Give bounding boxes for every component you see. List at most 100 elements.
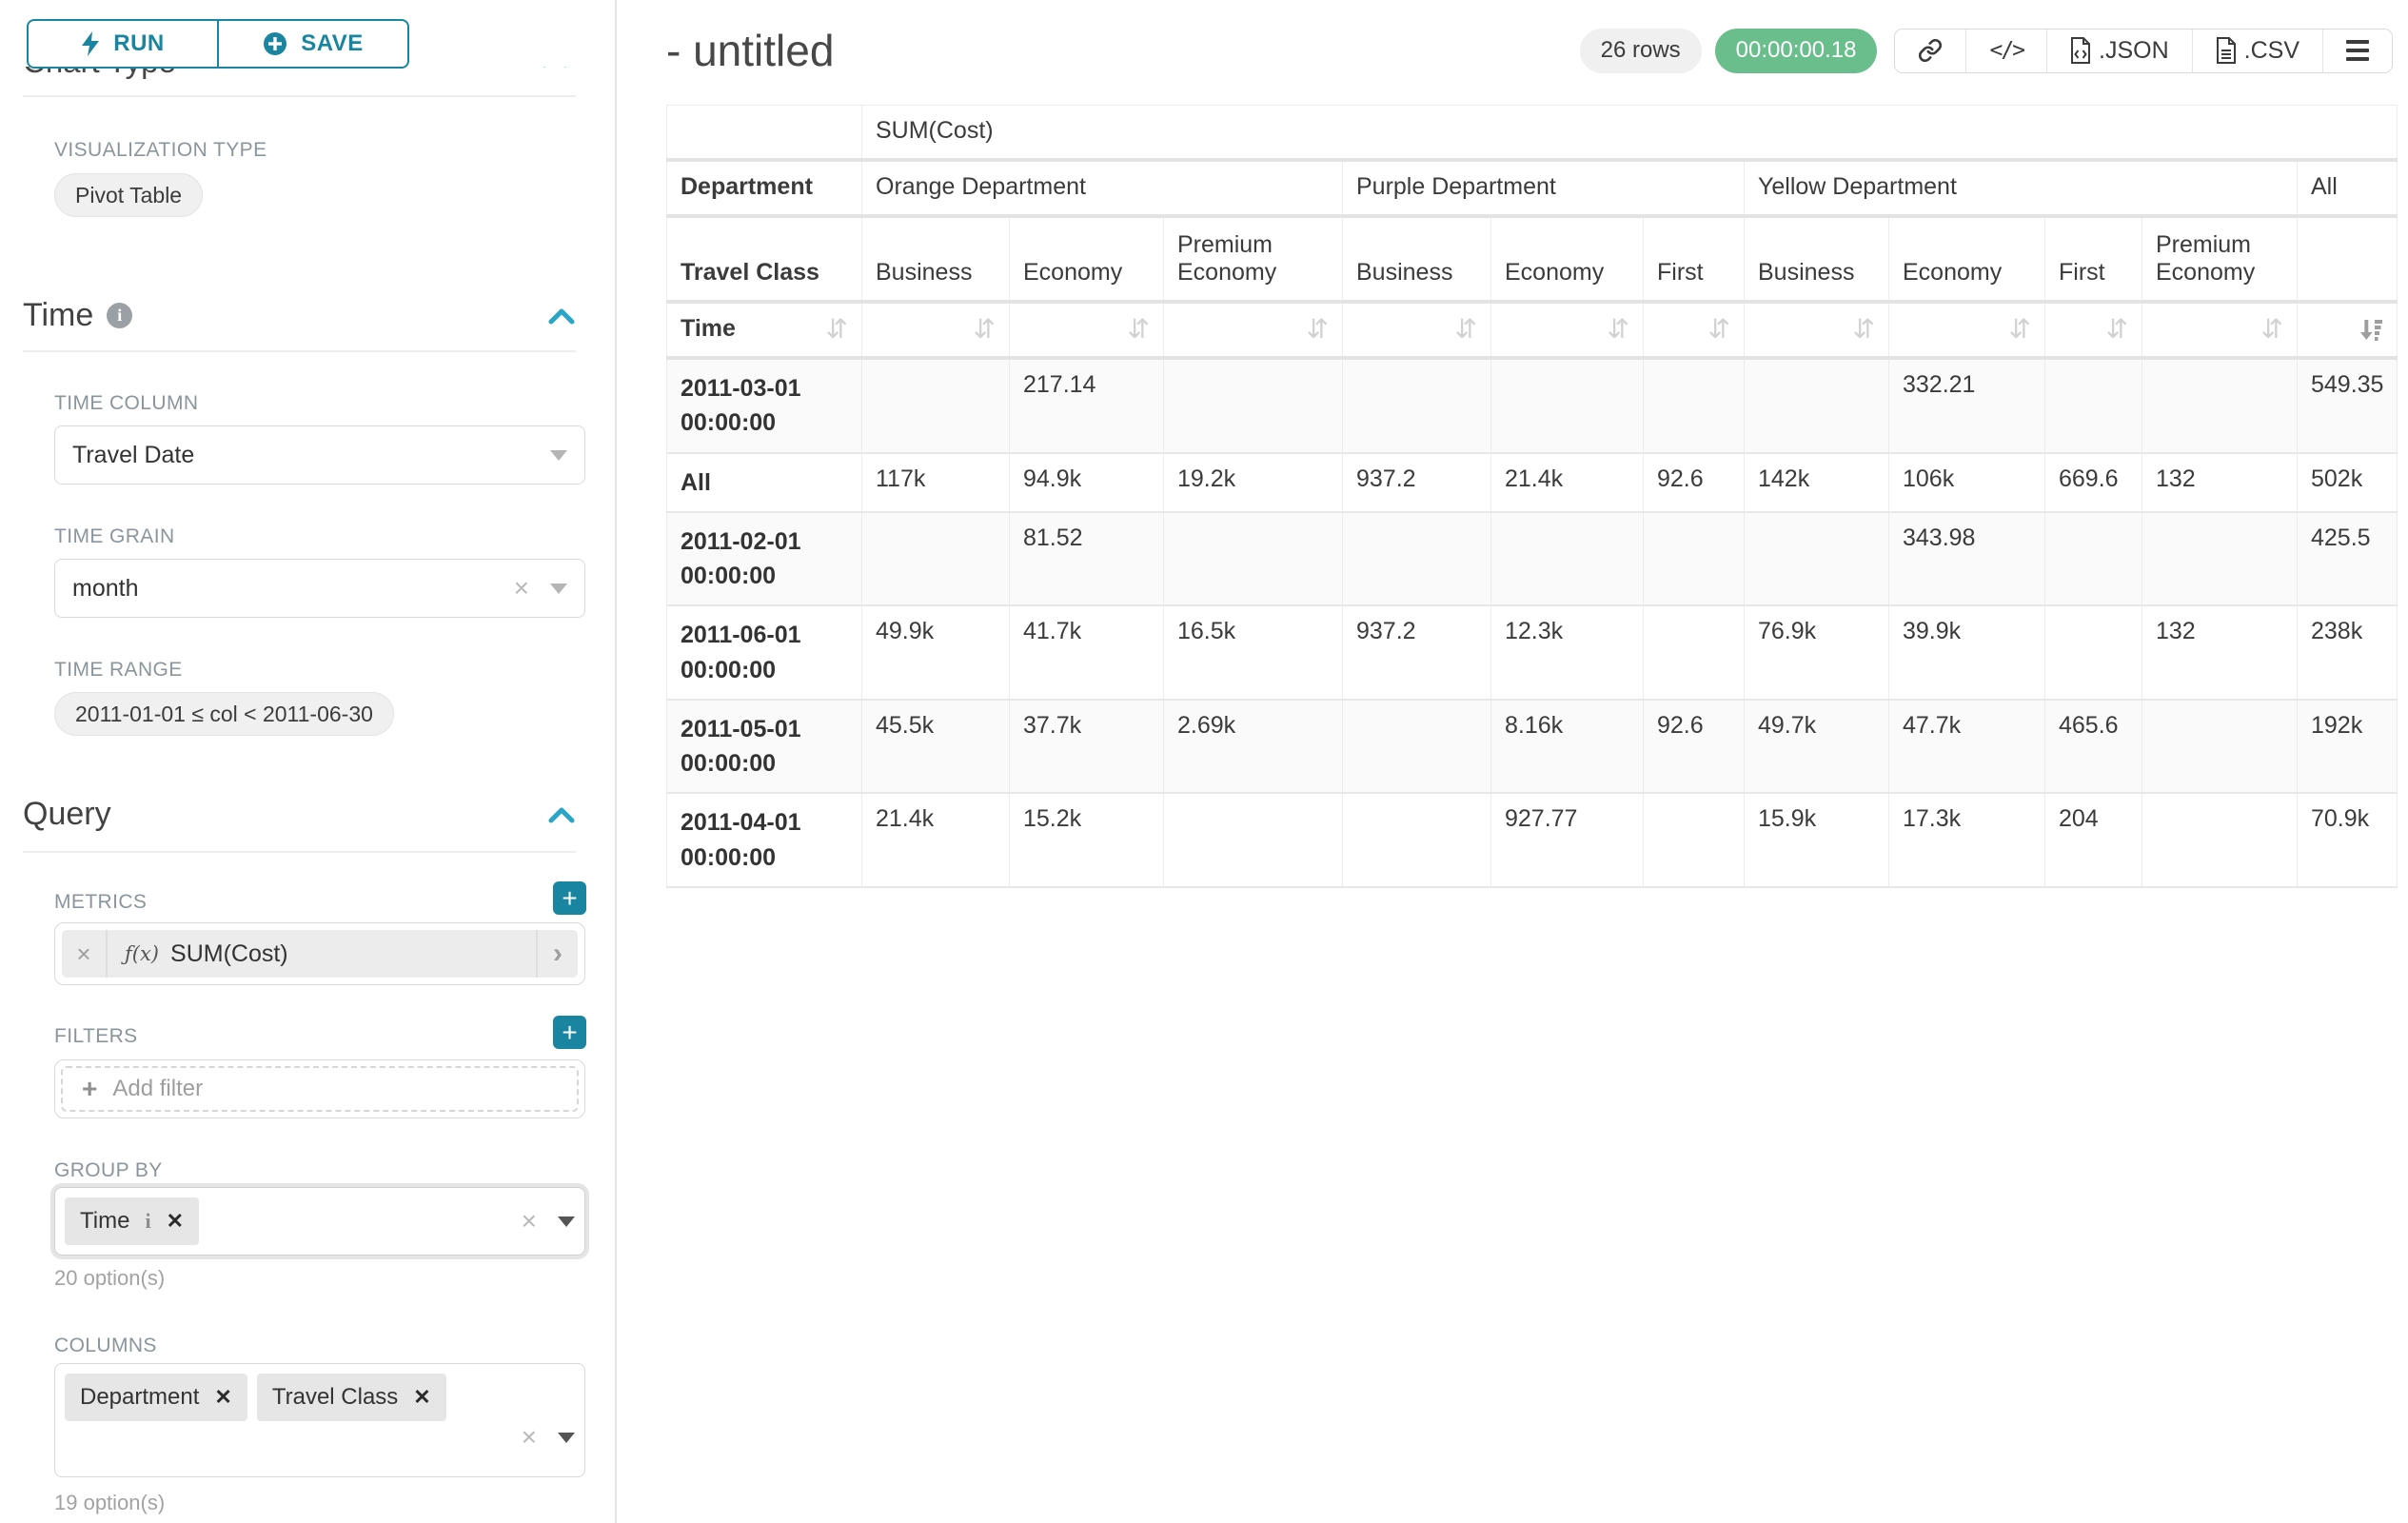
sort-cell[interactable]: ⇵ — [1009, 301, 1164, 360]
sort-cell[interactable]: ⇵ — [1744, 301, 1889, 360]
sort-icon[interactable]: ⇵ — [1454, 312, 1477, 345]
caret-down-icon[interactable] — [558, 1432, 575, 1443]
sort-icon[interactable]: ⇵ — [825, 312, 848, 345]
panel-resize-divider[interactable] — [615, 0, 617, 1523]
sort-desc-icon[interactable] — [2359, 317, 2383, 342]
row-label: 2011-04-01 00:00:00 — [666, 792, 862, 888]
columns-chip-department[interactable]: Department ✕ — [65, 1374, 247, 1421]
clear-icon[interactable]: × — [521, 1422, 537, 1452]
columns-chip-travel-class[interactable]: Travel Class ✕ — [256, 1374, 446, 1421]
sort-icon[interactable]: ⇵ — [2105, 312, 2128, 345]
row-count-badge: 26 rows — [1579, 28, 1702, 73]
info-icon: i — [107, 303, 133, 328]
columns-select[interactable]: Department ✕ Travel Class ✕ × — [54, 1363, 585, 1477]
add-filter-button[interactable]: + — [553, 1016, 586, 1049]
sort-icon[interactable]: ⇵ — [1707, 312, 1730, 345]
cell — [2044, 357, 2142, 454]
clear-icon[interactable]: × — [521, 1206, 537, 1236]
sort-cell[interactable]: ⇵ — [1888, 301, 2045, 360]
query-section-heading: Query — [23, 796, 111, 833]
chevron-up-icon[interactable] — [547, 803, 576, 826]
sort-cell[interactable]: ⇵ — [861, 301, 1010, 360]
table-row[interactable]: 2011-04-01 00:00:00 21.4k 15.2k 927.77 1… — [666, 792, 2398, 888]
department-header-row: Department Orange Department Purple Depa… — [666, 159, 2398, 218]
menu-button[interactable] — [2323, 29, 2392, 72]
copy-link-button[interactable] — [1895, 29, 1967, 72]
add-filter-dropzone[interactable]: + Add filter — [61, 1066, 579, 1112]
time-grain-select[interactable]: month × — [54, 559, 585, 618]
export-csv-button[interactable]: .CSV — [2192, 29, 2323, 72]
viz-type-chip[interactable]: Pivot Table — [54, 173, 204, 217]
corner-cell — [666, 105, 862, 162]
chevron-right-icon[interactable]: › — [536, 930, 578, 978]
run-button[interactable]: RUN — [27, 19, 218, 69]
column-group-orange: Orange Department — [861, 159, 1343, 218]
row-label: All — [666, 451, 862, 513]
cell — [2142, 357, 2298, 454]
link-icon — [1918, 38, 1943, 63]
save-button[interactable]: SAVE — [218, 19, 409, 69]
embed-code-button[interactable]: </> — [1966, 29, 2048, 72]
cell: 117k — [861, 451, 1010, 513]
cell: 94.9k — [1009, 451, 1164, 513]
cell — [1342, 792, 1491, 888]
chart-title[interactable]: - untitled — [666, 26, 835, 75]
sort-icon[interactable]: ⇵ — [1852, 312, 1875, 345]
time-axis-cell[interactable]: Time ⇵ — [666, 301, 862, 360]
sort-icon[interactable]: ⇵ — [973, 312, 996, 345]
cell — [1490, 511, 1644, 607]
sort-cell[interactable]: ⇵ — [2142, 301, 2298, 360]
cell — [1342, 511, 1491, 607]
table-row[interactable]: 2011-06-01 00:00:00 49.9k 41.7k 16.5k 93… — [666, 604, 2398, 701]
sort-icon[interactable]: ⇵ — [1306, 312, 1329, 345]
cell: 17.3k — [1888, 792, 2045, 888]
column-header: First — [2044, 215, 2142, 304]
sort-icon[interactable]: ⇵ — [1127, 312, 1150, 345]
sort-cell[interactable]: ⇵ — [1342, 301, 1491, 360]
group-by-select[interactable]: Time i ✕ × — [54, 1187, 585, 1256]
cell: 81.52 — [1009, 511, 1164, 607]
column-header: Premium Economy — [1163, 215, 1343, 304]
fx-icon: ƒ(x) — [125, 942, 160, 965]
sort-cell[interactable]: ⇵ — [1490, 301, 1644, 360]
chevron-up-icon[interactable] — [547, 305, 576, 327]
sort-cell[interactable]: ⇵ — [1643, 301, 1745, 360]
sort-icon[interactable]: ⇵ — [2008, 312, 2031, 345]
row-label: 2011-03-01 00:00:00 — [666, 357, 862, 454]
cell: 76.9k — [1744, 604, 1889, 701]
time-column-select[interactable]: Travel Date — [54, 425, 585, 485]
cell — [2142, 792, 2298, 888]
table-row[interactable]: 2011-03-01 00:00:00 217.14 332.21 549.35 — [666, 357, 2398, 454]
metric-label: ƒ(x) SUM(Cost) — [108, 940, 536, 968]
cell: 937.2 — [1342, 451, 1491, 513]
export-json-button[interactable]: .JSON — [2047, 29, 2193, 72]
code-icon: </> — [1989, 38, 2025, 63]
remove-chip-icon[interactable]: ✕ — [214, 1385, 232, 1409]
csv-button-label: .CSV — [2243, 36, 2299, 64]
caret-down-icon[interactable] — [558, 1216, 575, 1227]
row-label: 2011-02-01 00:00:00 — [666, 511, 862, 607]
chart-header: - untitled 26 rows 00:00:00.18 </> — [617, 0, 2408, 76]
group-by-chip-time[interactable]: Time i ✕ — [65, 1197, 200, 1245]
metric-chip[interactable]: × ƒ(x) SUM(Cost) › — [62, 930, 578, 978]
remove-metric-icon[interactable]: × — [62, 930, 108, 978]
columns-hint: 19 option(s) — [54, 1491, 166, 1514]
cell: 39.9k — [1888, 604, 2045, 701]
sort-cell[interactable]: ⇵ — [1163, 301, 1343, 360]
table-row[interactable]: 2011-02-01 00:00:00 81.52 343.98 425.5 — [666, 511, 2398, 607]
cell: 92.6 — [1643, 451, 1745, 513]
clear-icon[interactable]: × — [513, 573, 529, 603]
sort-cell[interactable]: ⇵ — [2044, 301, 2142, 360]
sort-cell-active[interactable] — [2296, 301, 2398, 360]
cell — [1490, 357, 1644, 454]
sort-icon[interactable]: ⇵ — [2260, 312, 2283, 345]
table-row[interactable]: 2011-05-01 00:00:00 45.5k 37.7k 2.69k 8.… — [666, 699, 2398, 795]
cell: 45.5k — [861, 699, 1010, 795]
sort-icon[interactable]: ⇵ — [1607, 312, 1629, 345]
remove-chip-icon[interactable]: ✕ — [166, 1209, 185, 1233]
remove-chip-icon[interactable]: ✕ — [413, 1385, 431, 1409]
metric-header-row: SUM(Cost) — [666, 105, 2398, 162]
table-row-all[interactable]: All 117k 94.9k 19.2k 937.2 21.4k 92.6 14… — [666, 451, 2398, 513]
add-metric-button[interactable]: + — [553, 881, 586, 915]
time-range-chip[interactable]: 2011-01-01 ≤ col < 2011-06-30 — [54, 692, 394, 736]
